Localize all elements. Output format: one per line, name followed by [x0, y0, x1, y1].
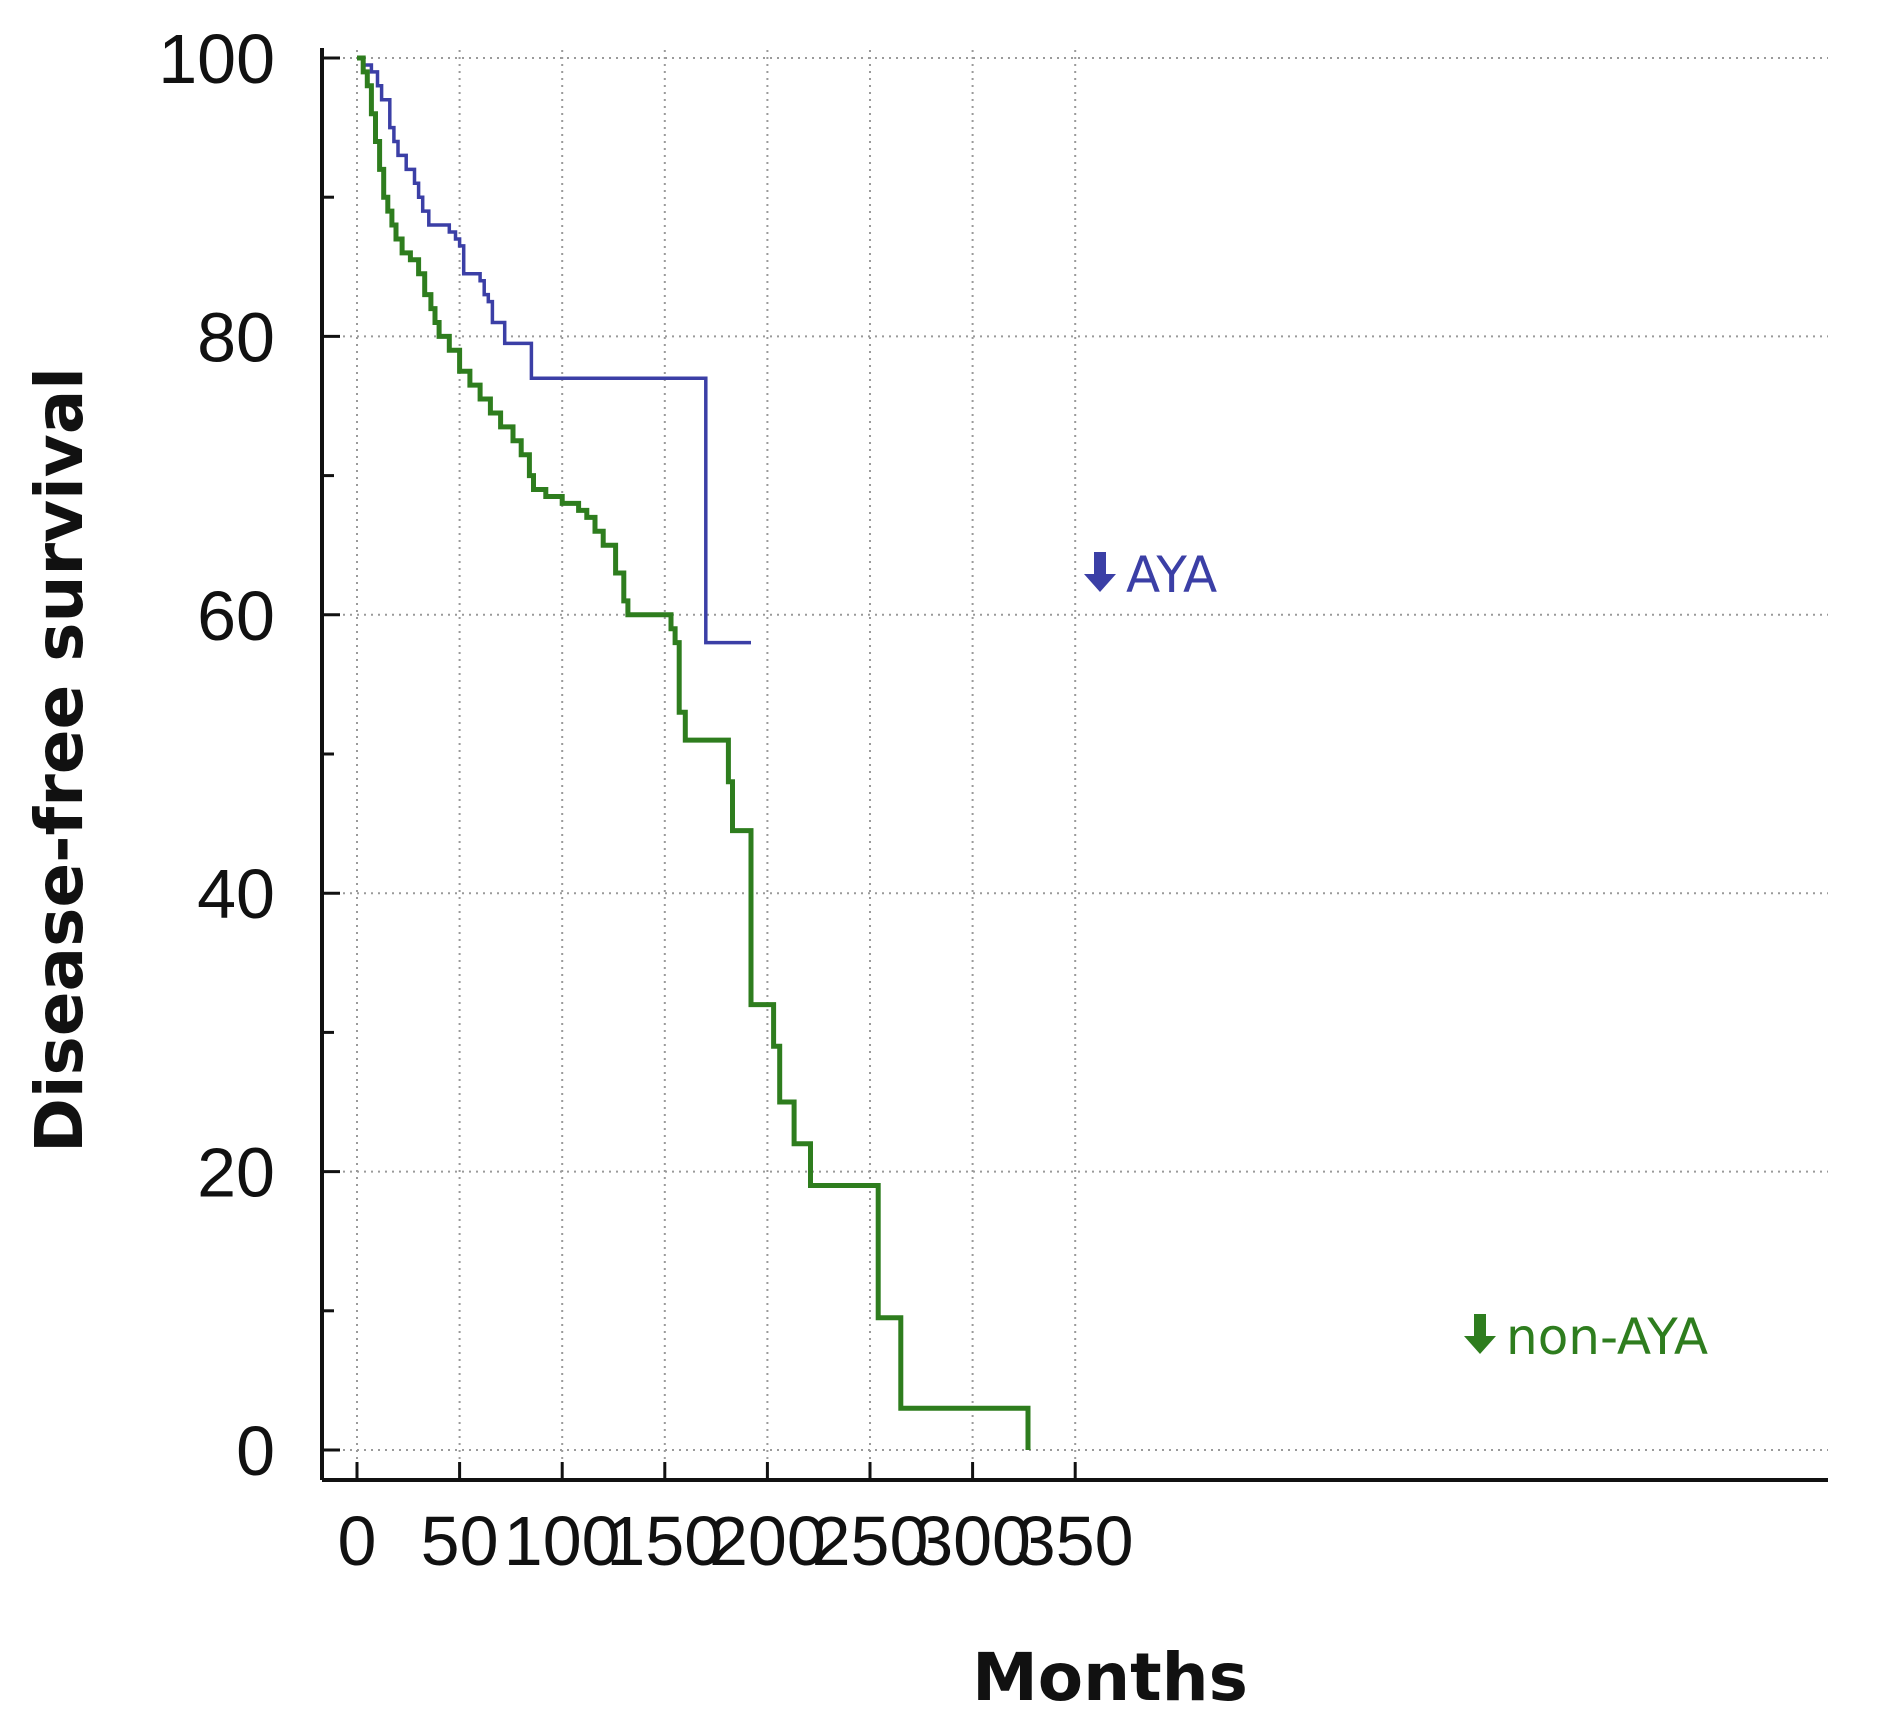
x-tick-label-300: 300	[914, 1502, 1031, 1580]
x-tick-label-150: 150	[606, 1502, 723, 1580]
series-label-group-aya: AYA	[1084, 546, 1217, 604]
x-tick-label-100: 100	[504, 1502, 621, 1580]
series-label-aya: AYA	[1126, 546, 1217, 604]
series-line-aya	[357, 56, 751, 645]
x-tick-label-50: 50	[421, 1502, 499, 1580]
y-tick-label-100: 100	[158, 20, 275, 98]
x-tick-label-0: 0	[338, 1502, 377, 1580]
x-tick-label-350: 350	[1017, 1502, 1134, 1580]
series-labels: AYA non-AYA	[1084, 546, 1708, 1366]
down-arrow-icon	[1464, 1314, 1496, 1354]
grid-lines	[322, 50, 1828, 1480]
y-tick-label-20: 20	[197, 1134, 275, 1212]
x-tick-label-250: 250	[812, 1502, 929, 1580]
series-lines	[357, 55, 1031, 1450]
x-axis-title: Months	[972, 1639, 1248, 1716]
y-tick-label-40: 40	[197, 855, 275, 933]
y-tick-label-80: 80	[197, 298, 275, 376]
y-axis-title: Disease-free survival	[21, 367, 98, 1153]
y-tick-label-60: 60	[197, 577, 275, 655]
series-label-group-non-aya: non-AYA	[1464, 1308, 1708, 1366]
down-arrow-icon	[1084, 552, 1116, 592]
series-label-non-aya: non-AYA	[1506, 1308, 1708, 1366]
x-tick-label-200: 200	[709, 1502, 826, 1580]
y-axis-ticks: 0 20 40 60 80 100	[158, 20, 340, 1490]
y-tick-label-0: 0	[236, 1412, 275, 1490]
series-line-non-aya	[357, 55, 1031, 1450]
